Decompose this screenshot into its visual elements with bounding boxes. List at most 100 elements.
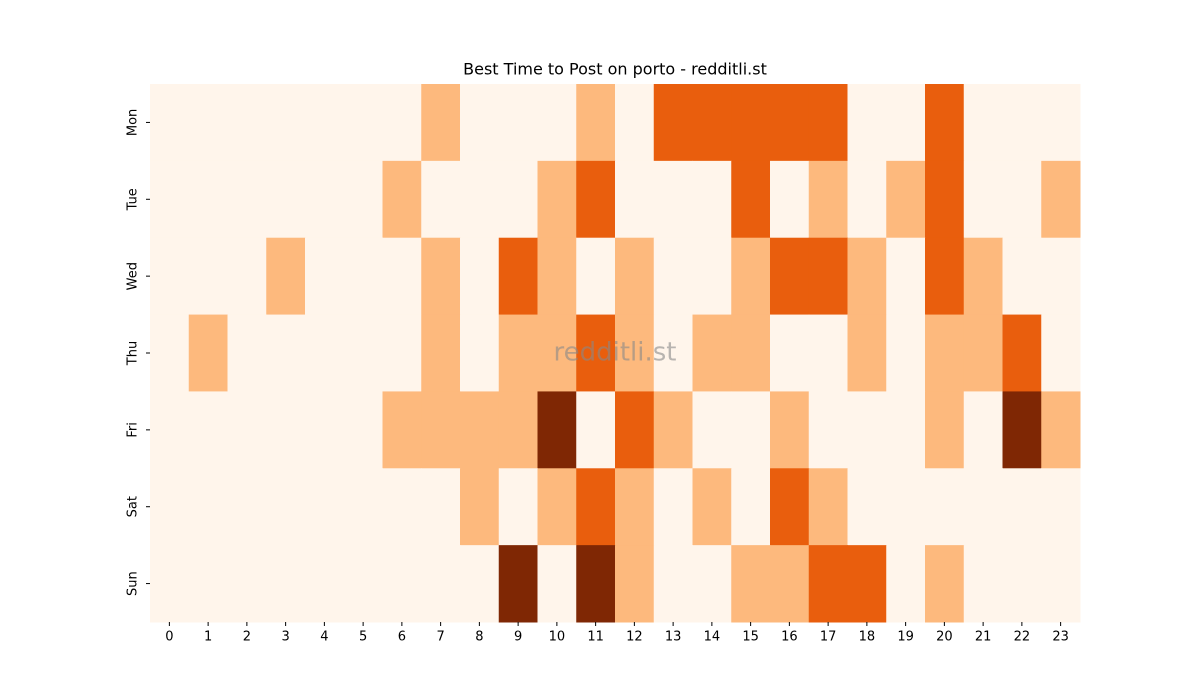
heatmap-cell: [382, 84, 422, 162]
heatmap-cell: [808, 160, 848, 239]
y-tick-label: Fri: [126, 422, 141, 438]
heatmap-cell: [692, 391, 732, 469]
heatmap-cell: [537, 468, 577, 546]
heatmap-cell: [1041, 84, 1081, 162]
heatmap-cell: [421, 84, 461, 162]
x-tick-label: 22: [1014, 630, 1031, 645]
chart-title: Best Time to Post on porto - redditli.st: [463, 60, 767, 79]
heatmap-cell: [692, 468, 732, 546]
heatmap-cell: [498, 314, 538, 392]
heatmap-cell: [305, 545, 345, 623]
heatmap-cell: [343, 160, 383, 239]
heatmap-cell: [925, 391, 965, 469]
heatmap-cell: [227, 237, 267, 316]
heatmap-cell: [847, 391, 887, 469]
heatmap-cell: [421, 314, 461, 392]
heatmap-cell: [963, 314, 1003, 392]
heatmap-cell: [382, 314, 422, 392]
heatmap-cell: [925, 160, 965, 239]
heatmap-cell: [305, 468, 345, 546]
heatmap-cell: [343, 237, 383, 316]
x-tick-label: 6: [398, 630, 406, 645]
heatmap-cell: [1041, 545, 1081, 623]
heatmap-cell: [615, 314, 655, 392]
heatmap-cell: [421, 160, 461, 239]
heatmap-cell: [1002, 391, 1042, 469]
heatmap-cell: [150, 237, 190, 316]
heatmap-cell: [227, 545, 267, 623]
heatmap-cell: [421, 545, 461, 623]
heatmap-cell: [382, 160, 422, 239]
y-tick-label: Wed: [126, 262, 141, 290]
heatmap-cell: [305, 160, 345, 239]
heatmap-cell: [808, 84, 848, 162]
heatmap-cell: [537, 160, 577, 239]
heatmap-cell: [963, 237, 1003, 316]
heatmap-cell: [925, 314, 965, 392]
heatmap-cell: [266, 468, 306, 546]
x-tick-label: 16: [781, 630, 798, 645]
heatmap-cell: [615, 391, 655, 469]
heatmap-cell: [498, 160, 538, 239]
heatmap-cell: [615, 468, 655, 546]
y-tick-label: Mon: [126, 109, 141, 136]
heatmap-cell: [770, 545, 810, 623]
heatmap-cell: [925, 237, 965, 316]
heatmap-cell: [808, 545, 848, 623]
heatmap-cell: [653, 468, 693, 546]
heatmap-cell: [576, 237, 616, 316]
heatmap-cell: [886, 314, 926, 392]
heatmap-cell: [498, 84, 538, 162]
heatmap-cell: [227, 468, 267, 546]
heatmap-cell: [150, 314, 190, 392]
heatmap-cell: [460, 468, 500, 546]
heatmap-cell: [692, 237, 732, 316]
heatmap-cell: [460, 84, 500, 162]
y-tick-label: Sat: [126, 496, 141, 517]
x-tick-label: 20: [936, 630, 953, 645]
heatmap-cell: [1002, 545, 1042, 623]
heatmap-cell: [537, 314, 577, 392]
heatmap-cell: [808, 391, 848, 469]
heatmap-cell: [343, 84, 383, 162]
heatmap-cell: [382, 468, 422, 546]
heatmap-cell: [576, 84, 616, 162]
heatmap-cell: [770, 237, 810, 316]
heatmap-cell: [227, 84, 267, 162]
heatmap-cell: [421, 391, 461, 469]
heatmap-cell: [847, 314, 887, 392]
heatmap-cell: [460, 237, 500, 316]
heatmap-cell: [382, 391, 422, 469]
heatmap-cell: [847, 237, 887, 316]
heatmap-cell: [731, 391, 771, 469]
heatmap-cell: [150, 391, 190, 469]
heatmap-cell: [1041, 237, 1081, 316]
heatmap-cell: [886, 468, 926, 546]
heatmap-cell: [343, 468, 383, 546]
heatmap-cell: [460, 545, 500, 623]
x-tick-label: 17: [820, 630, 837, 645]
heatmap-cell: [305, 314, 345, 392]
x-tick-label: 11: [587, 630, 604, 645]
heatmap-cell: [847, 160, 887, 239]
heatmap-cell: [886, 84, 926, 162]
heatmap-cell: [653, 545, 693, 623]
heatmap-cell: [653, 314, 693, 392]
heatmap-cell: [925, 84, 965, 162]
heatmap-cell: [576, 314, 616, 392]
heatmap-cell: [576, 468, 616, 546]
heatmap-cell: [886, 391, 926, 469]
heatmap-cell: [615, 84, 655, 162]
heatmap-cell: [653, 237, 693, 316]
heatmap-cell: [963, 468, 1003, 546]
heatmap-cell: [770, 84, 810, 162]
heatmap-cell: [1041, 468, 1081, 546]
heatmap-cell: [460, 314, 500, 392]
y-tick-label: Sun: [126, 571, 141, 596]
watermark: redditli.st: [554, 338, 677, 368]
heatmap-cell: [576, 391, 616, 469]
heatmap-cell: [963, 84, 1003, 162]
heatmap-cell: [963, 160, 1003, 239]
heatmap-cell: [498, 237, 538, 316]
